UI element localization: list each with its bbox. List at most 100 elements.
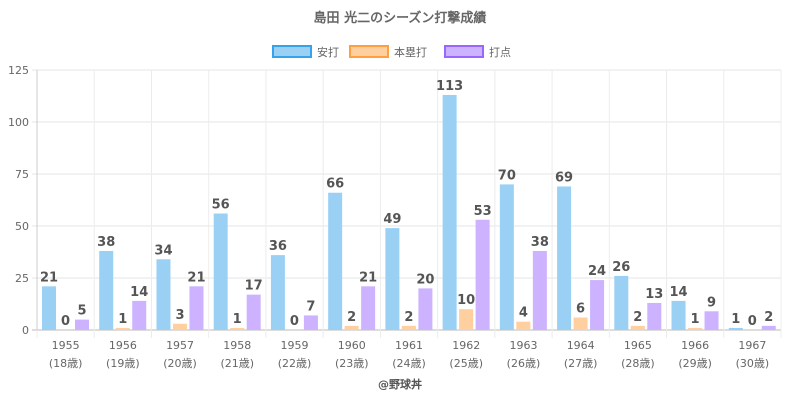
x-tick-sublabel: (23歳) xyxy=(335,357,369,370)
bar-本塁打 xyxy=(401,325,416,330)
x-tick-label: 1966 xyxy=(681,339,709,352)
legend-label-2: 打点 xyxy=(489,45,511,59)
data-label: 21 xyxy=(40,270,58,285)
x-tick-sublabel: (29歳) xyxy=(678,357,712,370)
x-tick-sublabel: (28歳) xyxy=(621,357,655,370)
bar-安打 xyxy=(42,286,56,330)
bar-本塁打 xyxy=(516,321,531,330)
data-label: 70 xyxy=(498,168,516,183)
x-tick-sublabel: (21歳) xyxy=(221,357,255,370)
bar-安打 xyxy=(328,192,343,330)
data-label: 0 xyxy=(748,314,757,329)
y-tick-label: 75 xyxy=(15,168,29,181)
data-label: 2 xyxy=(764,310,773,325)
y-tick-label: 50 xyxy=(15,220,29,233)
data-label: 1 xyxy=(731,312,740,327)
watermark: @野球丼 xyxy=(378,377,422,391)
bar-本塁打 xyxy=(115,327,130,330)
data-label: 38 xyxy=(97,235,115,250)
x-tick-label: 1955 xyxy=(52,339,80,352)
x-tick-label: 1963 xyxy=(509,339,537,352)
bar-本塁打 xyxy=(573,317,588,330)
data-label: 9 xyxy=(707,295,716,310)
bar-本塁打 xyxy=(344,325,359,330)
bar-打点 xyxy=(189,286,204,330)
data-label: 38 xyxy=(531,235,549,250)
data-label: 4 xyxy=(519,306,528,321)
x-tick-sublabel: (26歳) xyxy=(507,357,541,370)
x-tick-sublabel: (25歳) xyxy=(449,357,483,370)
x-tick-sublabel: (24歳) xyxy=(392,357,426,370)
data-label: 2 xyxy=(633,310,642,325)
legend-swatch-0 xyxy=(272,45,312,58)
data-label: 113 xyxy=(436,79,463,94)
data-label: 1 xyxy=(691,312,700,327)
bar-打点 xyxy=(590,280,605,330)
data-label: 6 xyxy=(576,302,585,317)
data-label: 7 xyxy=(306,299,315,314)
data-label: 24 xyxy=(588,264,606,279)
bar-安打 xyxy=(557,186,572,330)
bar-打点 xyxy=(361,286,376,330)
data-label: 0 xyxy=(290,314,299,329)
data-label: 56 xyxy=(212,198,230,213)
data-label: 20 xyxy=(416,272,434,287)
bar-本塁打 xyxy=(630,325,645,330)
data-label: 1 xyxy=(118,312,127,327)
data-label: 21 xyxy=(187,270,205,285)
x-tick-label: 1958 xyxy=(223,339,251,352)
data-label: 0 xyxy=(61,314,70,329)
bar-打点 xyxy=(532,250,547,330)
data-label: 14 xyxy=(669,285,687,300)
bar-打点 xyxy=(761,325,776,330)
y-tick-label: 0 xyxy=(22,324,29,337)
bar-本塁打 xyxy=(688,327,703,330)
bar-安打 xyxy=(499,184,514,330)
bar-打点 xyxy=(75,319,89,330)
bar-安打 xyxy=(270,255,285,330)
legend-label-0: 安打 xyxy=(317,45,339,59)
bar-本塁打 xyxy=(459,309,474,330)
data-label: 36 xyxy=(269,239,287,254)
y-tick-label: 125 xyxy=(8,64,29,77)
data-label: 2 xyxy=(404,310,413,325)
x-tick-label: 1962 xyxy=(452,339,480,352)
x-tick-sublabel: (30歳) xyxy=(736,357,770,370)
data-label: 3 xyxy=(175,308,184,323)
data-label: 2 xyxy=(347,310,356,325)
bar-安打 xyxy=(614,275,629,330)
legend-swatch-1 xyxy=(349,45,389,58)
bar-安打 xyxy=(442,94,457,331)
bar-安打 xyxy=(156,259,171,330)
data-label: 1 xyxy=(233,312,242,327)
data-label: 34 xyxy=(154,243,172,258)
data-label: 49 xyxy=(383,212,401,227)
y-tick-label: 25 xyxy=(15,272,29,285)
data-label: 26 xyxy=(612,260,630,275)
bar-安打 xyxy=(99,250,114,330)
bar-打点 xyxy=(704,311,719,330)
data-label: 17 xyxy=(245,279,263,294)
bar-打点 xyxy=(647,302,662,330)
bar-本塁打 xyxy=(172,323,187,330)
x-tick-label: 1965 xyxy=(624,339,652,352)
x-tick-label: 1960 xyxy=(338,339,366,352)
data-label: 5 xyxy=(77,304,86,319)
bar-打点 xyxy=(475,219,490,330)
bar-打点 xyxy=(418,288,433,330)
data-label: 21 xyxy=(359,270,377,285)
legend-swatch-2 xyxy=(444,45,484,58)
bar-安打 xyxy=(213,213,228,330)
x-tick-label: 1959 xyxy=(281,339,309,352)
data-label: 69 xyxy=(555,170,573,185)
bar-安打 xyxy=(728,327,743,330)
bar-打点 xyxy=(132,300,147,330)
x-tick-sublabel: (20歳) xyxy=(163,357,197,370)
x-tick-sublabel: (19歳) xyxy=(106,357,140,370)
x-tick-label: 1964 xyxy=(567,339,595,352)
x-tick-sublabel: (18歳) xyxy=(49,357,83,370)
data-label: 14 xyxy=(130,285,148,300)
data-label: 53 xyxy=(474,204,492,219)
